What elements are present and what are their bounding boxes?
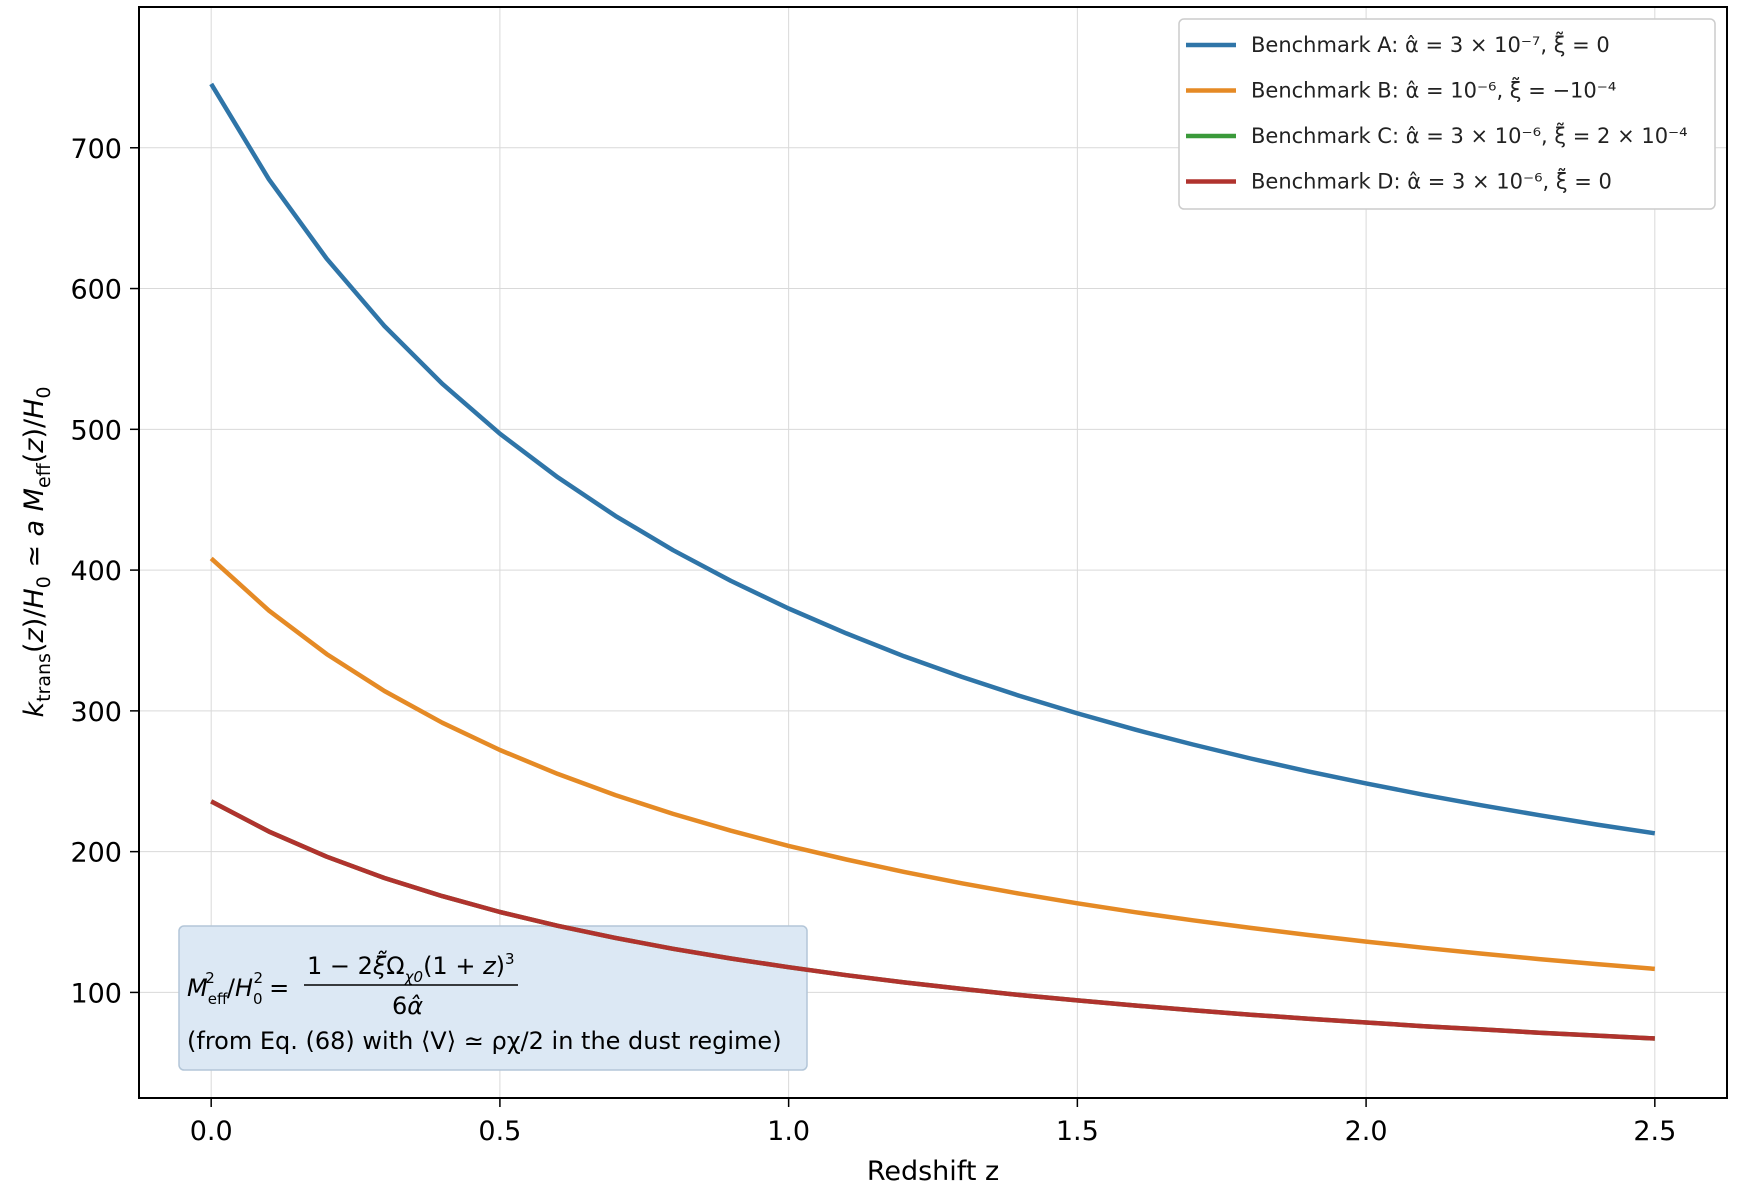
y-axis-label: ktrans(z)/H0 ≃ a Meff(z)/H0 [19, 386, 55, 717]
y-tick-label: 100 [70, 978, 122, 1009]
series-lines [209, 82, 1656, 1041]
formula-annotation: Meff2/H02 = 1 − 2ξ̃Ωχ0(1 + z)3 6α̂ (from … [178, 925, 808, 1071]
y-tick-label: 600 [70, 275, 122, 306]
x-tick-label: 0.0 [190, 1116, 233, 1147]
y-tick-label: 700 [70, 134, 122, 165]
annotation-note: (from Eq. (68) with ⟨V⟩ ≃ ρχ/2 in the du… [187, 1027, 782, 1055]
y-tick-label: 500 [70, 415, 122, 446]
grid-lines [139, 7, 1727, 1098]
formula-denominator: 6α̂ [392, 992, 423, 1020]
legend-entry: Benchmark D: α̂ = 3 × 10⁻⁶, ξ̃ = 0 [1251, 167, 1612, 194]
x-axis-ticks: 0.0 0.5 1.0 1.5 2.0 2.5 [190, 1098, 1676, 1147]
legend-entry: Benchmark C: α̂ = 3 × 10⁻⁶, ξ̃ = 2 × 10⁻… [1251, 121, 1688, 148]
x-tick-label: 2.5 [1633, 1116, 1676, 1147]
legend: Benchmark A: α̂ = 3 × 10⁻⁷, ξ̃ = 0 Benchm… [1178, 18, 1716, 210]
y-tick-label: 200 [70, 838, 122, 869]
formula-numerator: 1 − 2ξ̃Ωχ0(1 + z)3 [307, 950, 515, 986]
x-tick-label: 1.0 [767, 1116, 810, 1147]
y-tick-label: 400 [70, 556, 122, 587]
y-axis-ticks: 100 200 300 400 500 600 700 [70, 134, 139, 1009]
series-line-d [210, 799, 1655, 1041]
x-tick-label: 2.0 [1345, 1116, 1388, 1147]
plot-frame [138, 6, 1728, 1099]
x-tick-label: 0.5 [478, 1116, 521, 1147]
x-tick-label: 1.5 [1056, 1116, 1099, 1147]
x-axis-label: Redshift z [867, 1156, 999, 1187]
series-line-b [209, 556, 1655, 972]
legend-box [1178, 18, 1716, 210]
series-line-a [209, 82, 1656, 836]
formula-lhs: Meff2/H02 = [187, 969, 289, 1008]
y-tick-label: 300 [70, 697, 122, 728]
legend-entry: Benchmark B: α̂ = 10⁻⁶, ξ̃ = −10⁻⁴ [1251, 76, 1616, 103]
annotation-background [178, 925, 808, 1071]
legend-entry: Benchmark A: α̂ = 3 × 10⁻⁷, ξ̃ = 0 [1251, 30, 1610, 57]
